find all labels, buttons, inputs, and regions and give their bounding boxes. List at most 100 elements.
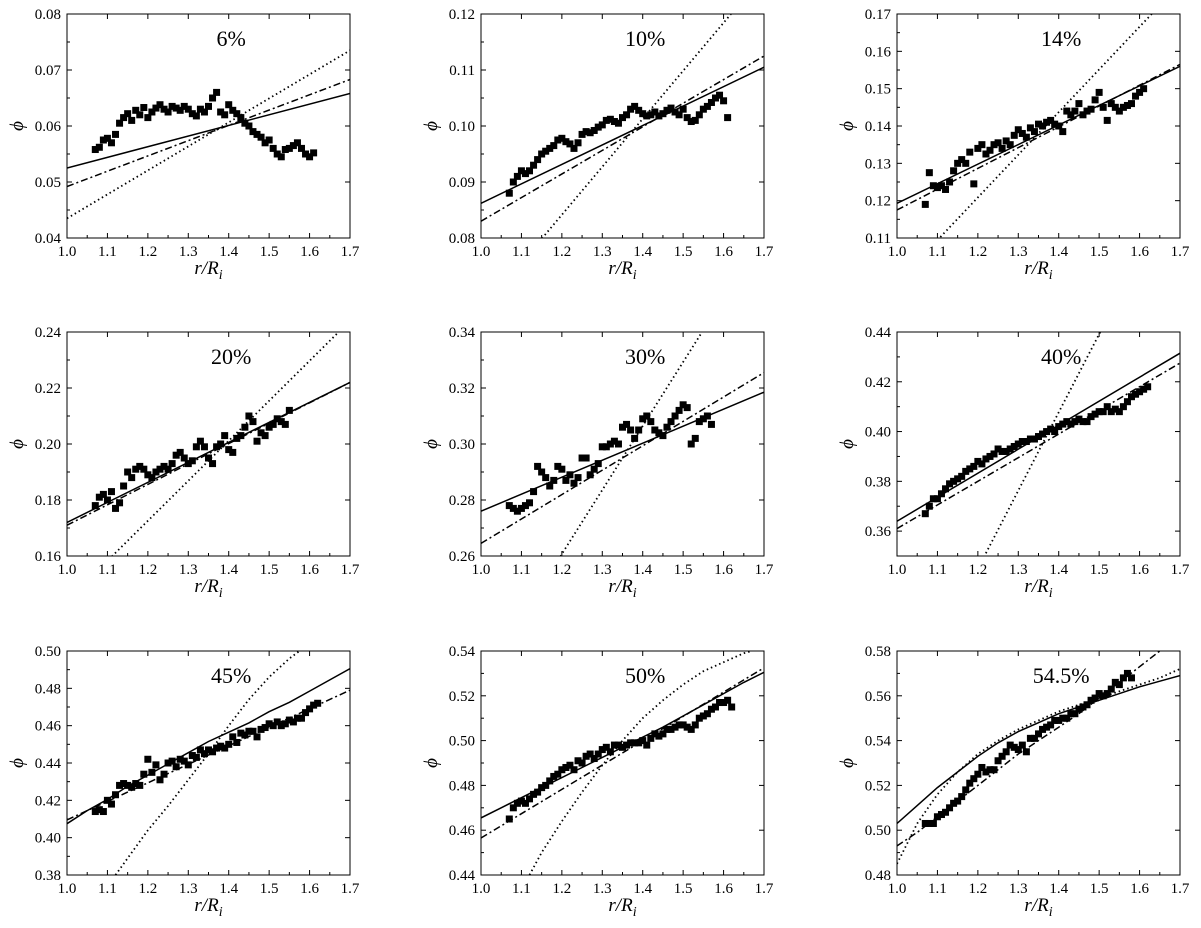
data-point [627, 105, 635, 113]
data-point [1136, 88, 1144, 96]
x-tick-label: 1.5 [674, 881, 693, 897]
data-point [265, 423, 273, 431]
data-point [716, 699, 724, 707]
x-tick-label: 1.3 [593, 881, 612, 897]
data-point [1051, 428, 1059, 436]
data-point [1059, 714, 1067, 722]
x-tick-label: 1.4 [633, 881, 652, 897]
data-point [1018, 129, 1026, 137]
x-tick-label: 1.4 [219, 562, 238, 578]
fit-line-dotted [67, 49, 350, 220]
data-point [942, 485, 950, 493]
y-tick-label: 0.38 [35, 868, 61, 884]
x-tick-label: 1.3 [1009, 881, 1028, 897]
data-point [942, 808, 950, 816]
data-point [994, 139, 1002, 147]
data-point [1039, 122, 1047, 130]
data-point [229, 106, 237, 114]
x-axis-label: r/Ri [194, 576, 222, 601]
data-point [205, 746, 212, 754]
data-point [720, 97, 728, 105]
data-point [586, 750, 594, 758]
y-axis-label: ϕ [837, 758, 858, 768]
data-point [1136, 388, 1144, 396]
y-tick-label: 0.15 [865, 82, 891, 98]
data-point [675, 406, 683, 414]
data-point [245, 122, 253, 130]
y-tick-label: 0.24 [35, 325, 62, 341]
data-point [671, 723, 679, 731]
data-point [229, 733, 237, 741]
data-point [188, 110, 196, 118]
x-tick-label: 1.3 [593, 244, 612, 260]
data-point [1030, 128, 1038, 136]
data-point [703, 102, 711, 110]
data-point [95, 806, 103, 814]
data-point [982, 150, 990, 158]
y-tick-label: 0.46 [35, 719, 62, 735]
x-tick-label: 1.2 [552, 244, 571, 260]
data-point [1026, 124, 1034, 132]
data-point [1111, 678, 1119, 686]
data-point [610, 118, 618, 126]
y-tick-label: 0.40 [865, 425, 891, 441]
data-point [582, 128, 590, 136]
data-point [1140, 385, 1148, 393]
data-point [1035, 730, 1042, 738]
fit-line-dashdot [897, 63, 1180, 211]
data-point [277, 153, 285, 161]
data-point [921, 510, 929, 518]
data-point [699, 415, 707, 423]
data-point [554, 770, 562, 778]
data-point [1010, 131, 1018, 139]
data-point [982, 768, 990, 776]
y-tick-label: 0.34 [449, 325, 476, 341]
data-point [140, 465, 148, 473]
data-point [285, 144, 293, 152]
data-point [269, 144, 277, 152]
data-point [929, 819, 937, 827]
x-tick-label: 1.6 [714, 562, 733, 578]
data-point [998, 752, 1006, 760]
data-point [970, 180, 978, 188]
data-point [707, 98, 715, 106]
data-point [180, 454, 188, 462]
data-point [554, 462, 562, 470]
data-point [683, 114, 691, 122]
y-tick-label: 0.13 [865, 156, 891, 172]
x-tick-label: 1.0 [58, 881, 77, 897]
data-point [156, 465, 164, 473]
data-point [586, 129, 594, 137]
data-point [586, 471, 594, 479]
plot-frame [66, 13, 351, 239]
y-tick-label: 0.22 [35, 381, 61, 397]
y-tick-label: 0.04 [35, 231, 62, 247]
data-point [112, 130, 120, 138]
chart-panel-5: 1.0 1.1 1.2 1.3 1.4 1.5 1.6 1.7 0.26 0.28 0.30 0.32… [421, 325, 774, 601]
data-point [253, 733, 261, 741]
data-point [277, 722, 285, 730]
data-point [724, 114, 732, 122]
data-point [297, 714, 305, 722]
x-axis-label: r/Ri [608, 895, 636, 920]
data-point [1079, 703, 1087, 711]
data-point [606, 748, 614, 756]
data-point [148, 474, 156, 482]
data-point [172, 451, 180, 459]
fit-line-dashdot [481, 667, 764, 839]
data-point [164, 465, 172, 473]
x-tick-label: 1.4 [1049, 881, 1068, 897]
x-tick-label: 1.1 [98, 562, 117, 578]
data-point [176, 448, 184, 456]
y-tick-label: 0.54 [865, 734, 892, 750]
data-point [921, 200, 929, 208]
data-point [946, 480, 954, 488]
data-point [683, 723, 691, 731]
data-point [1095, 408, 1103, 416]
x-tick-label: 1.2 [552, 881, 571, 897]
data-point [95, 143, 103, 151]
x-tick-label: 1.5 [1090, 244, 1109, 260]
y-axis-label: ϕ [837, 439, 858, 449]
data-point [1055, 716, 1063, 724]
